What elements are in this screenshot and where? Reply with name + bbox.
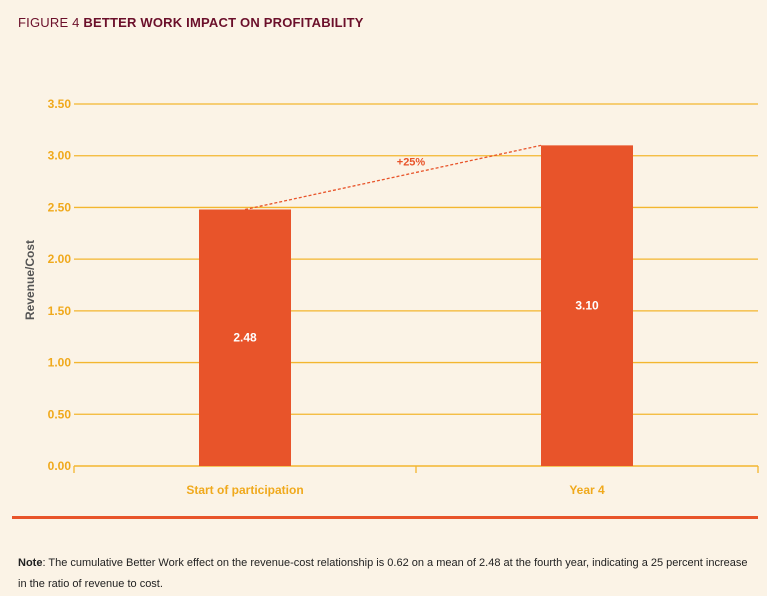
figure-heading: BETTER WORK IMPACT ON PROFITABILITY — [83, 15, 364, 30]
bar — [199, 209, 291, 467]
figure-title: FIGURE 4 BETTER WORK IMPACT ON PROFITABI… — [18, 15, 364, 30]
note-text: : The cumulative Better Work effect on t… — [18, 557, 748, 590]
y-tick-label: 1.00 — [48, 356, 72, 370]
bar — [541, 145, 633, 466]
divider-line — [12, 516, 758, 519]
growth-annotation: +25% — [397, 156, 426, 168]
chart-note: Note: The cumulative Better Work effect … — [18, 553, 748, 595]
y-tick-label: 0.50 — [48, 407, 72, 421]
bar-value-label: 2.48 — [233, 331, 257, 345]
figure-number: FIGURE 4 — [18, 15, 80, 30]
y-tick-label: 3.50 — [48, 97, 72, 111]
y-tick-label: 3.00 — [48, 149, 72, 163]
note-label: Note — [18, 557, 43, 569]
x-category-label: Year 4 — [569, 483, 605, 497]
y-axis-title: Revenue/Cost — [23, 240, 37, 320]
bar-chart: 0.00 0.50 1.00 1.50 2.00 2.50 3.00 3.50 Revenue/… — [23, 97, 759, 497]
x-category-label: Start of participation — [186, 483, 303, 497]
growth-dashed-line — [244, 144, 542, 211]
y-tick-label: 1.50 — [48, 304, 72, 318]
bar-value-label: 3.10 — [575, 299, 599, 313]
y-tick-label: 2.50 — [48, 200, 72, 214]
y-tick-label: 0.00 — [48, 459, 72, 473]
y-tick-label: 2.00 — [48, 252, 72, 266]
